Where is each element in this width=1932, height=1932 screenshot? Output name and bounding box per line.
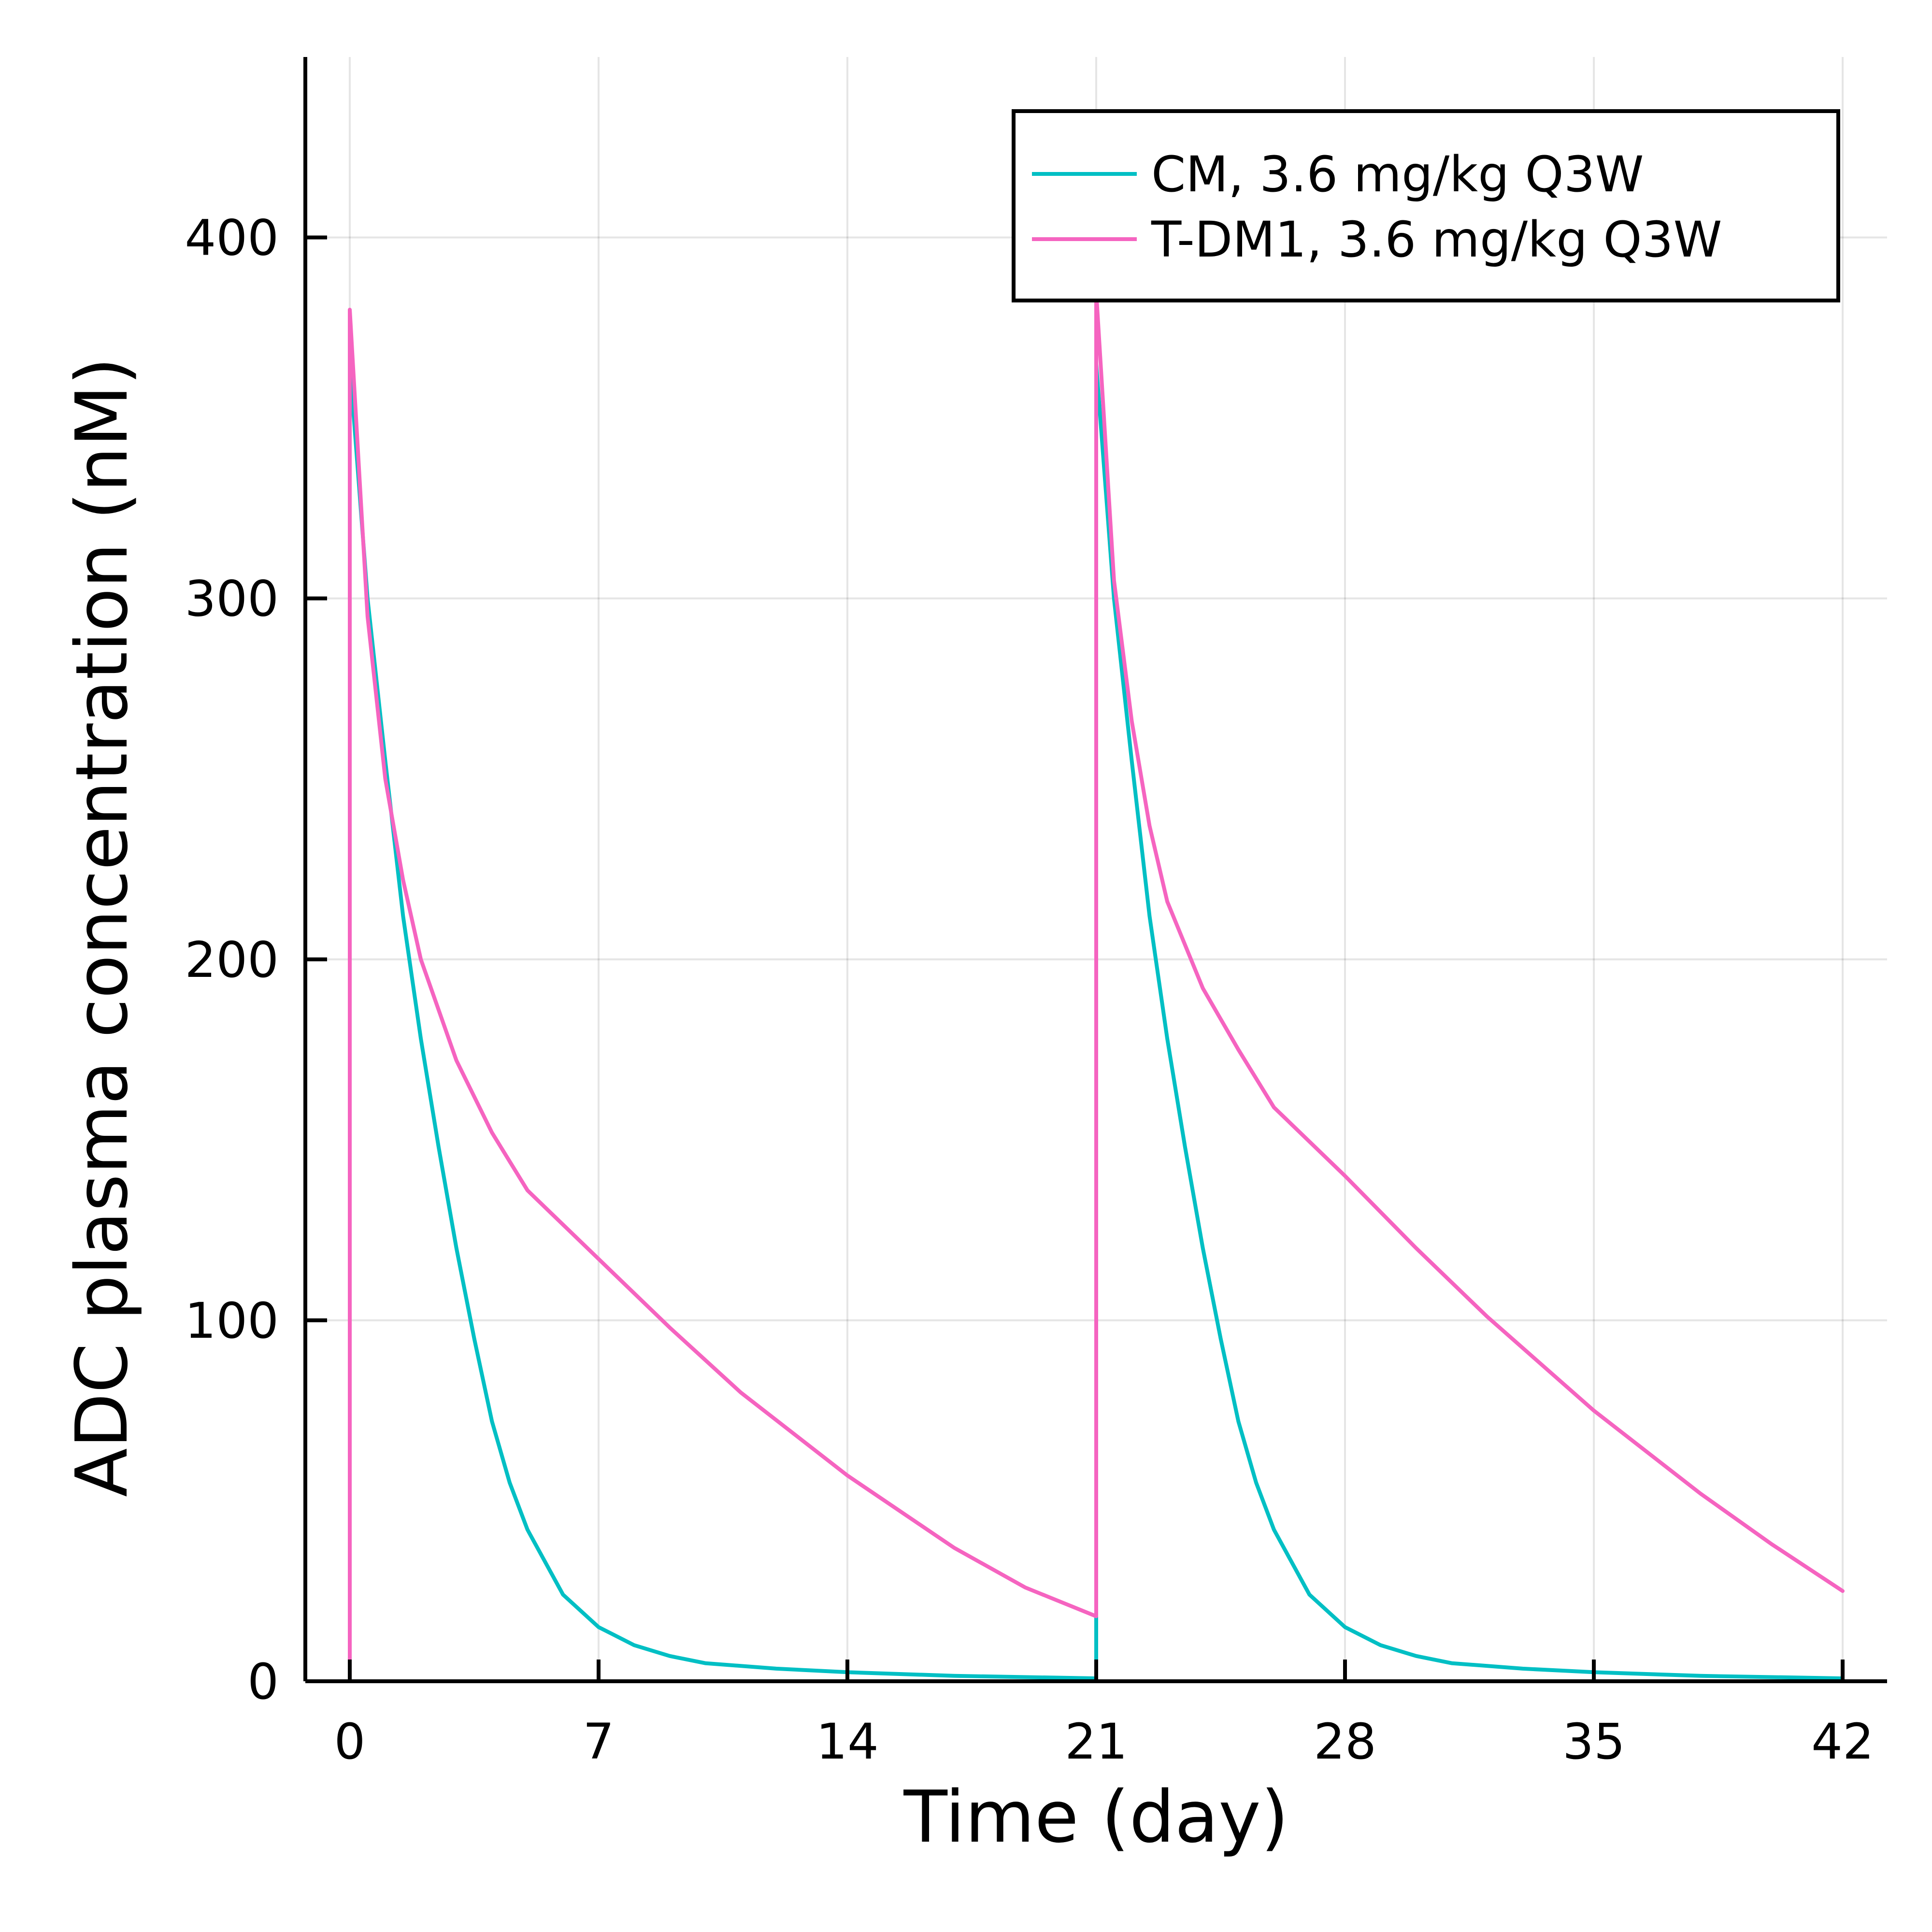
x-tick-label: 21 <box>1065 1713 1128 1771</box>
legend: CM, 3.6 mg/kg Q3W T-DM1, 3.6 mg/kg Q3W <box>1012 109 1840 302</box>
tick-labels: 0 7 14 21 28 35 42 0 100 200 300 400 <box>185 210 1874 1771</box>
x-axis-title: Time (day) <box>903 1775 1289 1859</box>
series-lines <box>348 289 1845 1683</box>
x-tick-label: 28 <box>1314 1713 1376 1771</box>
x-tick-label: 0 <box>334 1713 366 1771</box>
series-line-tdm1 <box>348 289 1845 1683</box>
legend-label-cm: CM, 3.6 mg/kg Q3W <box>1151 146 1644 203</box>
x-tick-label: 14 <box>816 1713 879 1771</box>
x-tick-label: 42 <box>1811 1713 1874 1771</box>
x-tick-label: 35 <box>1562 1713 1625 1771</box>
y-tick-label: 400 <box>185 210 279 267</box>
x-tick-label: 7 <box>583 1713 615 1771</box>
legend-box <box>1012 109 1840 302</box>
series-line-cm <box>348 362 1845 1683</box>
y-tick-label: 100 <box>185 1292 279 1350</box>
y-tick-label: 200 <box>185 931 279 989</box>
legend-label-tdm1: T-DM1, 3.6 mg/kg Q3W <box>1151 211 1722 269</box>
y-tick-label: 0 <box>247 1653 279 1711</box>
axes <box>303 57 1887 1683</box>
y-tick-label: 300 <box>185 571 279 628</box>
y-axis-title: ADC plasma concentration (nM) <box>60 357 143 1497</box>
